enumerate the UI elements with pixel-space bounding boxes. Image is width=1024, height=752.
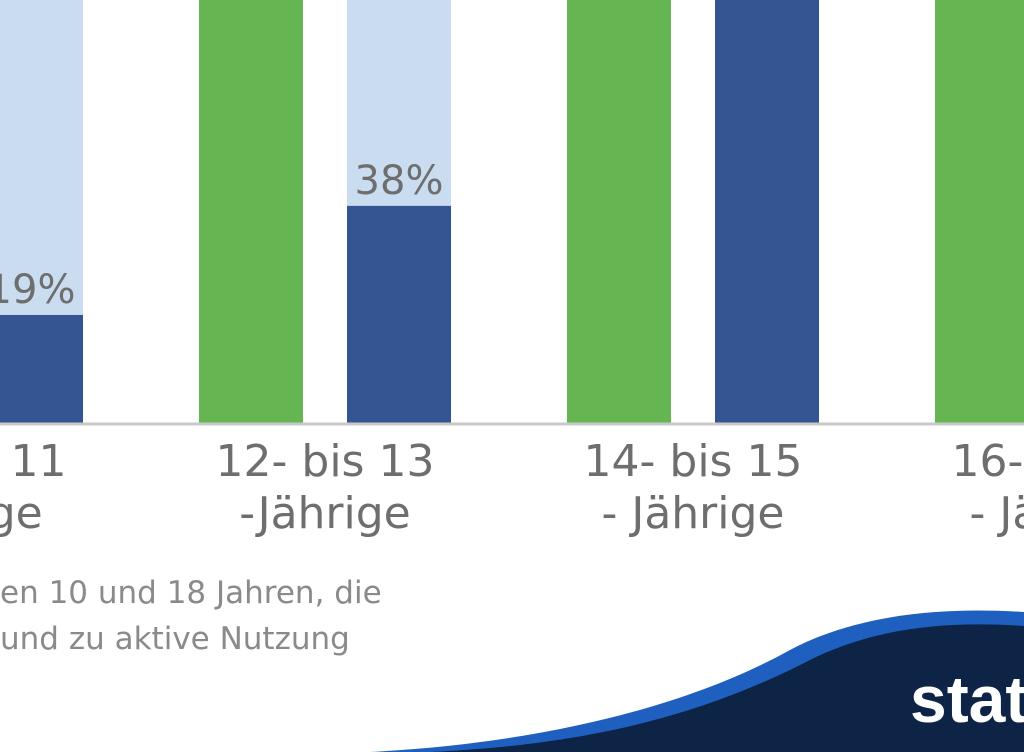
x-tick-label: 16- bis 17 — [952, 436, 1024, 487]
bar — [0, 314, 83, 424]
bar — [715, 0, 819, 424]
x-tick-label: -Jährige — [239, 488, 410, 539]
data-label: 38% — [355, 158, 444, 204]
note-line-1: en 10 und 18 Jahren, die — [0, 575, 382, 611]
labels-layer: 19%10- bis 11-Jährige38%12- bis 13-Jähri… — [0, 158, 1024, 539]
bar — [935, 0, 1024, 424]
bar — [347, 205, 451, 424]
x-tick-label: - Jährige — [601, 488, 784, 539]
x-tick-label: - Jährige — [969, 488, 1024, 539]
x-tick-label: 14- bis 15 — [584, 436, 803, 487]
bars-layer — [0, 0, 1024, 424]
x-tick-label: -Jährige — [0, 488, 43, 539]
x-tick-label: 10- bis 11 — [0, 436, 66, 487]
bar — [199, 0, 303, 424]
chart-note: en 10 und 18 Jahren, die und zu aktive N… — [0, 570, 440, 662]
x-tick-label: 12- bis 13 — [216, 436, 435, 487]
note-line-2: und zu aktive Nutzung — [0, 621, 350, 657]
statista-logo-text: statista — [910, 662, 1024, 736]
brand-wave — [430, 624, 1024, 752]
bar — [567, 0, 671, 424]
data-label: 19% — [0, 267, 75, 313]
